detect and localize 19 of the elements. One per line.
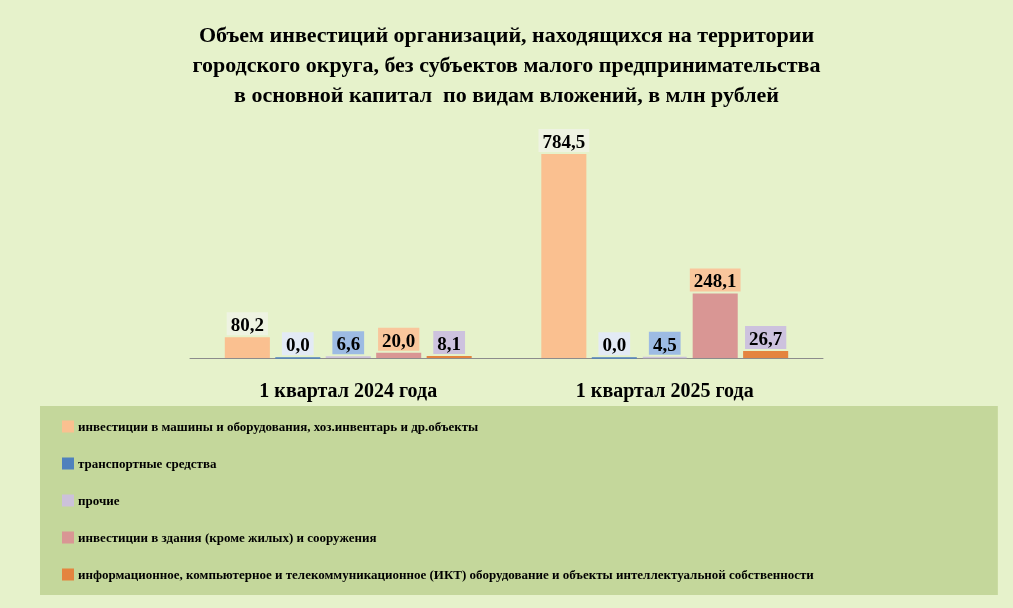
legend-label: транспортные средства	[78, 456, 217, 471]
legend-label: прочие	[78, 493, 120, 508]
data-label: 20,0	[382, 329, 416, 351]
legend-label: инвестиции в машины и оборудования, хоз.инвентарь и др.объекты	[78, 419, 479, 434]
x-tick-label: 1 квартал 2025 года	[575, 379, 754, 402]
x-tick-label: 1 квартал 2024 года	[259, 379, 438, 402]
chart-title: Объем инвестиций организаций, находящихся на территории городского округа, без субъектов малого предпринимательства в основной капитал по видам вложений, в млн рублей	[192, 21, 821, 107]
data-label: 6,6	[336, 333, 361, 355]
data-label: 0,0	[285, 334, 310, 356]
data-label: 80,2	[230, 314, 264, 336]
data-label: 0,0	[602, 334, 627, 356]
bar	[376, 352, 422, 358]
data-label: 4,5	[652, 333, 677, 355]
data-label: 8,1	[437, 332, 462, 354]
data-label: 26,7	[749, 328, 783, 350]
data-label: 248,1	[693, 270, 737, 292]
data-label: 784,5	[542, 131, 586, 153]
legend-label: информационное, компьютерное и телекоммуникационное (ИКТ) оборудование и объекты интеллектуальной собственности	[78, 567, 815, 582]
legend-label: инвестиции в здания (кроме жилых) и сооружения	[78, 530, 377, 545]
